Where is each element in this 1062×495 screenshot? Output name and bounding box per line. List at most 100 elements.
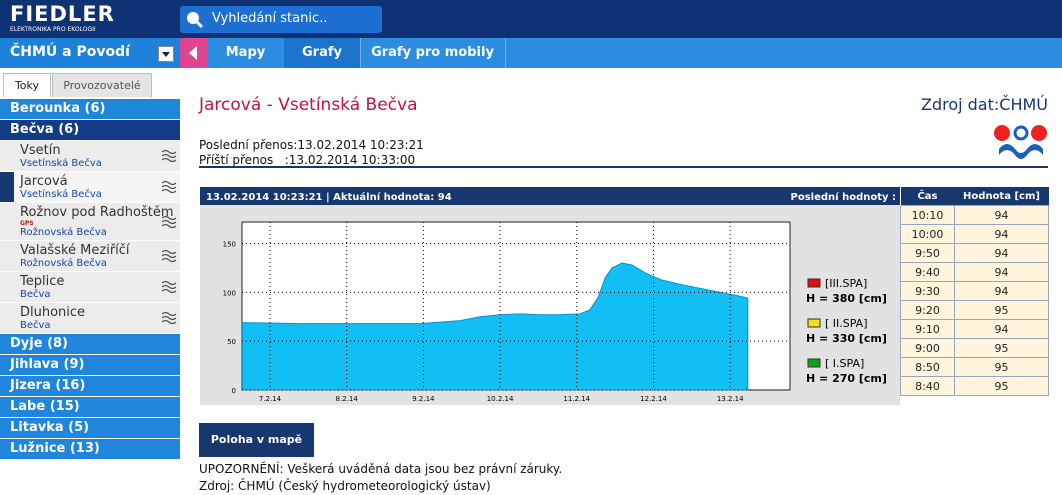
station-title: Jarcová - Vsetínská Bečva (199, 95, 418, 115)
graph-icon[interactable] (162, 215, 176, 229)
river-group[interactable]: Bečva (6) (0, 120, 180, 140)
warning: UPOZORNĚNÍ: Veškerá uváděná data jsou be… (199, 462, 563, 476)
selected-marker (0, 172, 14, 202)
value-cell: 94 (954, 224, 1049, 244)
station-tag: GPS (20, 220, 34, 227)
y-tick-label: 150 (223, 240, 236, 248)
icon-wave (162, 180, 176, 186)
station-name: Jarcová (20, 174, 68, 189)
river-group[interactable]: Litavka (5) (0, 418, 180, 438)
river-group[interactable]: Labe (15) (0, 397, 180, 417)
table-row: 9:50 94 (900, 243, 1049, 263)
table-row: 9:40 94 (900, 262, 1049, 282)
value-cell: 94 (954, 205, 1049, 225)
river-group[interactable]: Berounka (6) (0, 99, 180, 119)
station-item[interactable]: Vsetín Vsetínská Bečva (0, 141, 180, 172)
latest-label: Poslední hodnoty : (791, 191, 896, 203)
sidebar-toggle[interactable] (180, 38, 207, 68)
icon-wave (162, 149, 176, 155)
time-cell: 9:10 (900, 319, 955, 339)
icon-wave (162, 219, 176, 224)
station-name: Valašské Meziříčí (20, 243, 130, 258)
time-cell: 9:00 (900, 338, 955, 358)
x-tick-label: 12.2.14 (640, 395, 667, 403)
threshold-level: H = 270 [cm] (806, 372, 887, 385)
last-transfer: Poslední přenos:13.02.2014 10:23:21 (199, 138, 424, 152)
x-tick-label: 8.2.14 (336, 395, 359, 403)
icon-wave (162, 249, 176, 255)
threshold-label: [III.SPA] (825, 277, 867, 290)
footer-source: Zdroj: ČHMÚ (Český hydrometeorologický ú… (199, 479, 491, 493)
icon-wave (162, 253, 176, 259)
icon-wave (162, 188, 176, 194)
value-cell: 95 (954, 376, 1049, 396)
threshold-label: [ II.SPA] (825, 317, 868, 330)
graph-icon[interactable] (162, 149, 176, 163)
table-row: 9:00 95 (900, 338, 1049, 358)
threshold-swatch (807, 358, 821, 368)
nav-tab-active[interactable]: Grafy (284, 38, 361, 68)
sidebar-tabs: Toky Provozovatelé (0, 68, 180, 98)
station-item[interactable]: Teplice Bečva (0, 272, 180, 303)
station-item[interactable]: Dluhonice Bečva (0, 303, 180, 334)
river-group[interactable]: Dyje (8) (0, 334, 180, 354)
graph-icon[interactable] (162, 249, 176, 263)
table-row: 8:40 95 (900, 376, 1049, 396)
value-cell: 95 (954, 338, 1049, 358)
time-cell: 9:50 (900, 243, 955, 263)
chart-header (200, 187, 900, 205)
dropdown-label: ČHMÚ a Povodí (10, 44, 130, 60)
source-dropdown[interactable]: ČHMÚ a Povodí (0, 38, 180, 68)
graph-icon[interactable] (162, 280, 176, 294)
table-row: 10:00 94 (900, 224, 1049, 244)
time-cell: 9:30 (900, 281, 955, 301)
table-row: 8:50 95 (900, 357, 1049, 377)
search-icon (187, 12, 204, 29)
icon-wave (162, 280, 176, 286)
station-item[interactable]: Valašské Meziříčí Rožnovská Bečva (0, 241, 180, 272)
time-cell: 9:20 (900, 300, 955, 320)
x-tick-label: 13.2.14 (717, 395, 744, 403)
value-cell: 94 (954, 319, 1049, 339)
river-group[interactable]: Lužnice (13) (0, 439, 180, 459)
station-item[interactable]: Rožnov pod Radhoštěm GPS Rožnovská Bečva (0, 203, 180, 241)
nav-tab[interactable]: Mapy (207, 38, 285, 68)
x-tick-label: 9.2.14 (412, 395, 435, 403)
station-river: Bečva (20, 320, 51, 331)
top-bar: FIEDLER ELEKTRONIKA PRO EKOLOGII Vyhledá… (0, 0, 1062, 38)
threshold-swatch (807, 278, 821, 288)
y-tick-label: 0 (232, 387, 236, 395)
nav-tab[interactable]: Grafy pro mobily (360, 38, 506, 68)
sidebar-tab-active[interactable]: Toky (3, 73, 51, 97)
next-transfer: Příští přenos :13.02.2014 10:33:00 (199, 153, 416, 167)
latest-values-table: Čas Hodnota [cm] 10:10 94 10:00 94 9:50 94 9:4… (900, 187, 1049, 396)
logo[interactable]: FIEDLER (10, 2, 115, 26)
station-name: Rožnov pod Radhoštěm (20, 205, 174, 220)
icon-wave (162, 319, 176, 325)
data-source: Zdroj dat:ČHMÚ (920, 95, 1048, 114)
time-cell: 10:10 (900, 205, 955, 225)
y-tick-label: 100 (223, 289, 236, 297)
river-group[interactable]: Jihlava (9) (0, 355, 180, 375)
search-box[interactable]: Vyhledání stanic.. (180, 6, 382, 33)
value-cell: 95 (954, 357, 1049, 377)
icon-wave (162, 157, 176, 163)
icon-wave (162, 284, 176, 290)
map-button[interactable]: Poloha v mapě (199, 423, 314, 457)
station-item[interactable]: Jarcová Vsetínská Bečva (0, 172, 180, 203)
river-group[interactable]: Jizera (16) (0, 376, 180, 396)
chmu-logo (994, 125, 1047, 159)
table-row: 10:10 94 (900, 205, 1049, 225)
icon-wave (162, 184, 176, 190)
table-row: 9:30 94 (900, 281, 1049, 301)
logo-subtitle: ELEKTRONIKA PRO EKOLOGII (10, 26, 96, 33)
icon-wave (162, 311, 176, 317)
station-river: Bečva (20, 289, 51, 300)
station-river: Rožnovská Bečva (20, 227, 107, 238)
sidebar-tab[interactable]: Provozovatelé (52, 73, 152, 97)
graph-icon[interactable] (162, 311, 176, 325)
graph-icon[interactable] (162, 180, 176, 194)
divider (199, 166, 1048, 168)
